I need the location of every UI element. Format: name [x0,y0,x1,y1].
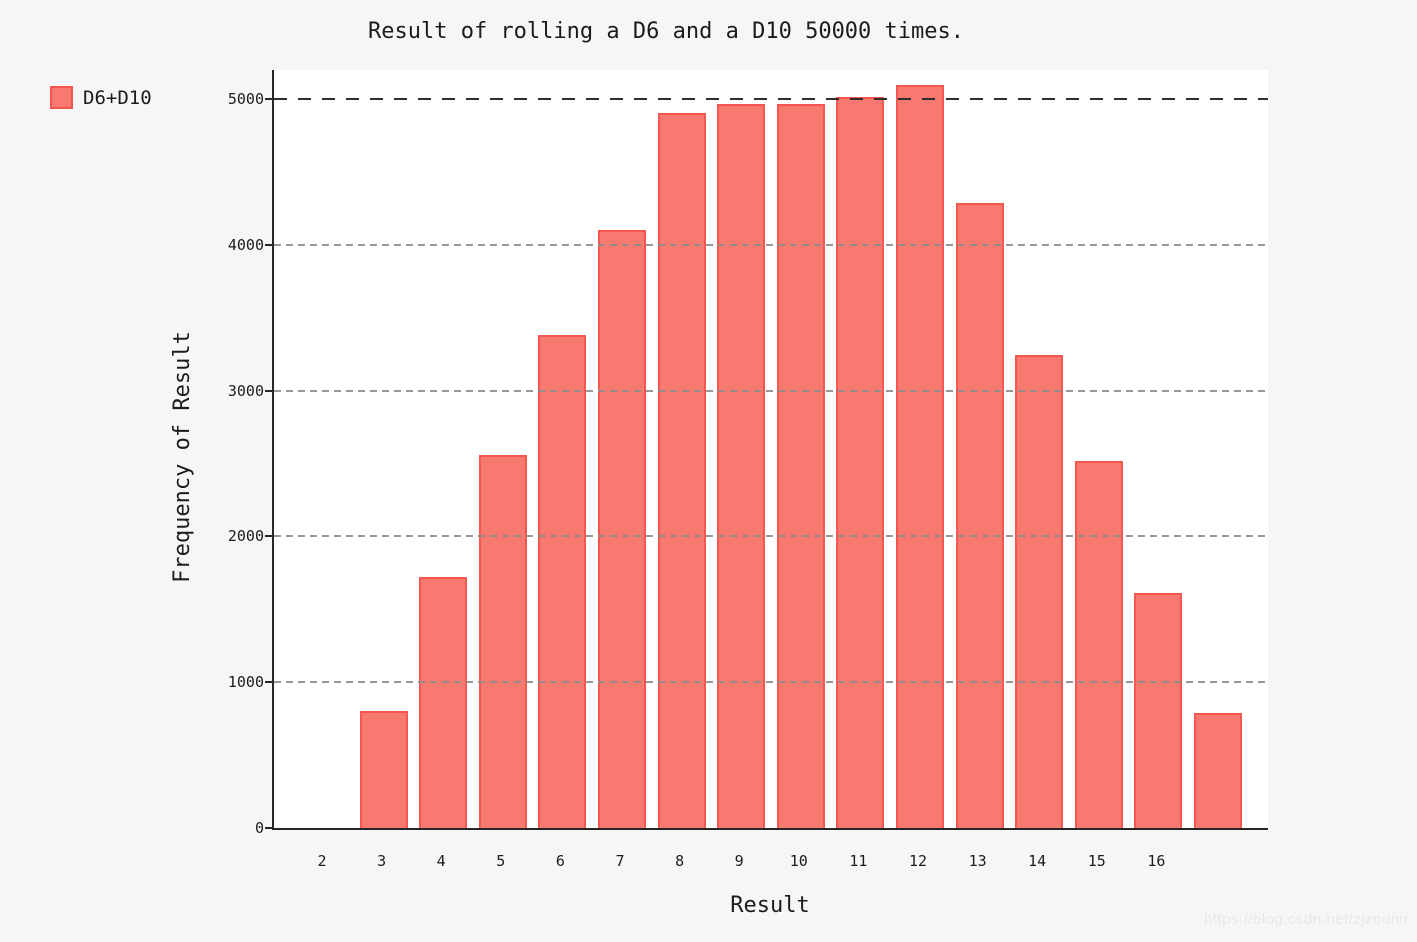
x-tick-label: 6 [555,852,565,870]
bar [598,230,646,828]
x-tick-label: 9 [734,852,744,870]
bar [538,335,587,828]
x-tick-label: 10 [789,852,808,870]
y-tick-label: 2000 [227,527,264,546]
gridline [274,535,1268,538]
y-tick-mark [265,98,272,101]
gridline [274,243,1268,246]
y-tick-label: 4000 [227,235,264,254]
y-tick-label: 0 [254,819,264,837]
bar [478,455,527,828]
bar [776,104,825,828]
bar [1194,713,1242,828]
x-tick-label: 2 [317,852,327,870]
watermark: https://blog.csdn.net/zjzounir [1203,911,1409,928]
legend-label: D6+D10 [83,86,152,109]
x-tick-label: 7 [615,852,625,870]
bar [1134,593,1183,828]
x-tick-label: 5 [496,852,506,870]
y-tick-mark [265,681,272,684]
x-axis-title: Result [730,893,810,918]
x-tick-label: 8 [675,852,685,870]
y-tick-mark [265,243,272,246]
bar [1074,461,1123,828]
x-tick-label: 12 [908,852,928,870]
legend-swatch-icon [50,86,73,109]
plot-area [272,70,1268,830]
x-tick-label: 13 [968,852,987,870]
y-tick-mark [265,389,272,392]
reference-line-5000 [274,98,1268,101]
bar [1015,355,1064,828]
x-tick-label: 16 [1147,852,1166,870]
bar [955,203,1004,828]
x-tick-label: 11 [849,852,868,870]
x-tick-label: 15 [1087,852,1106,870]
y-tick-mark [265,535,272,538]
y-tick-label: 5000 [227,90,264,109]
bar [836,97,885,828]
bar [657,113,706,828]
gridline [274,389,1268,392]
x-tick-label: 3 [377,852,387,870]
bar [896,85,944,828]
y-axis-title: Frequency of Result [170,331,195,583]
bar [419,577,468,828]
bar [359,711,408,828]
y-tick-label: 1000 [227,673,264,692]
x-tick-label: 4 [436,852,446,870]
chart-title: Result of rolling a D6 and a D10 50000 t… [367,19,965,44]
bar [717,104,766,828]
x-tick-label: 14 [1028,852,1047,870]
y-tick-label: 3000 [227,381,264,400]
y-tick-mark [265,827,272,829]
gridline [274,681,1268,684]
legend: D6+D10 [50,86,152,109]
